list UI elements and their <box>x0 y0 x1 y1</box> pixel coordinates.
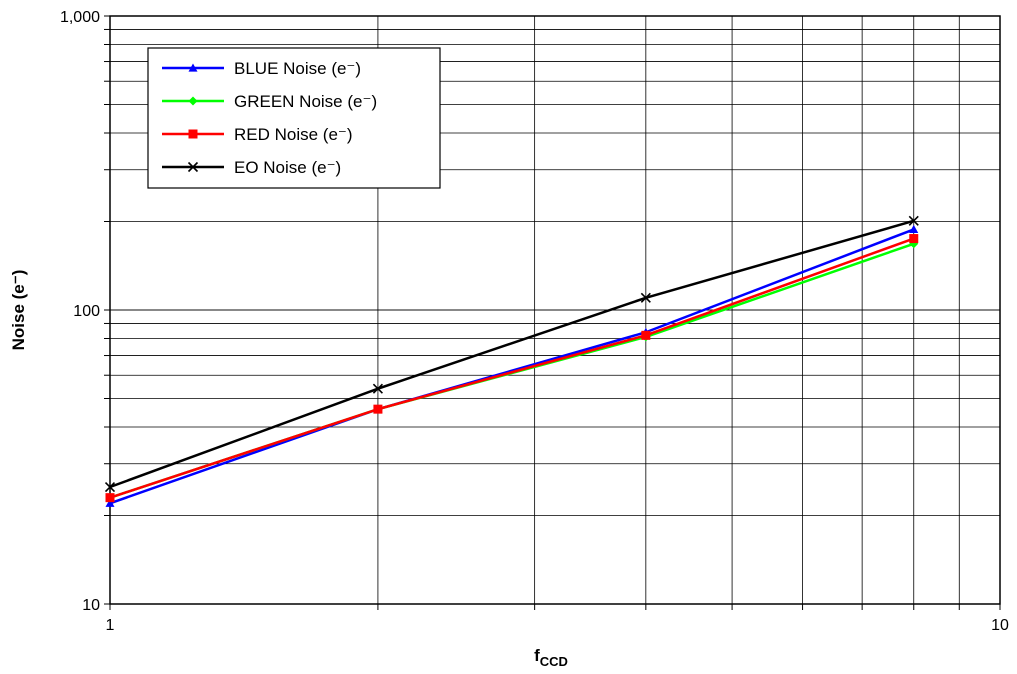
series <box>104 215 919 507</box>
legend-marker <box>187 161 199 173</box>
tick-marks <box>104 15 1001 610</box>
data-point <box>909 234 919 244</box>
legend-label: BLUE Noise (e⁻) <box>234 59 361 78</box>
data-point <box>105 493 115 503</box>
legend-entry: EO Noise (e⁻) <box>162 158 341 177</box>
x-axis-title-main: f <box>534 646 540 665</box>
x-tick-label: 10 <box>991 617 1009 634</box>
data-point <box>373 404 383 414</box>
grid <box>109 15 1001 605</box>
series-1 <box>105 224 919 507</box>
x-axis-title: fCCD <box>534 646 568 669</box>
y-axis-title: Noise (e⁻) <box>9 270 28 351</box>
series-line <box>109 219 915 489</box>
legend-marker <box>188 63 198 72</box>
legend-marker <box>188 129 198 139</box>
legend: BLUE Noise (e⁻) GREEN Noise (e⁻) RED Noise… <box>147 47 441 189</box>
series-line <box>109 237 915 499</box>
legend-label: GREEN Noise (e⁻) <box>234 92 377 111</box>
series-line <box>109 228 915 505</box>
legend-entry: BLUE Noise (e⁻) <box>162 59 361 78</box>
x-tick-labels: 1 10 <box>106 617 1009 634</box>
y-tick-label: 100 <box>73 303 100 320</box>
legend-entry: GREEN Noise (e⁻) <box>162 92 377 111</box>
legend-entry: RED Noise (e⁻) <box>162 125 353 144</box>
data-point <box>372 383 383 394</box>
x-axis-title-subscript: CCD <box>540 654 568 669</box>
data-point <box>104 481 116 493</box>
x-tick-label: 1 <box>106 617 115 634</box>
y-tick-labels: 10 100 1,000 <box>60 9 100 614</box>
y-tick-label: 1,000 <box>60 9 100 26</box>
legend-label: RED Noise (e⁻) <box>234 125 353 144</box>
y-tick-label: 10 <box>82 597 100 614</box>
data-point <box>908 215 919 226</box>
data-point <box>105 498 115 507</box>
legend-label: EO Noise (e⁻) <box>234 158 341 177</box>
series-3 <box>105 234 919 503</box>
data-point <box>640 292 651 303</box>
series-4 <box>104 215 919 493</box>
data-point <box>909 224 919 233</box>
data-point <box>641 330 651 340</box>
legend-marker <box>188 96 198 106</box>
